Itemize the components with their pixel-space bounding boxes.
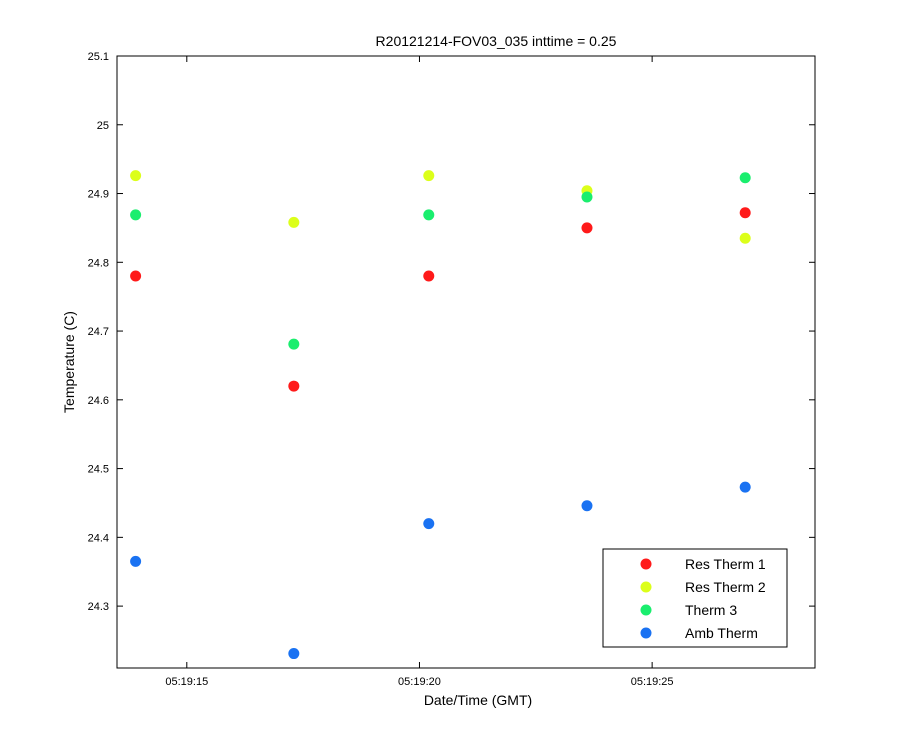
legend-marker [640, 627, 652, 639]
data-point-series-3 [581, 191, 593, 203]
legend-marker [640, 604, 652, 616]
data-point-series-2 [288, 216, 300, 228]
legend-label: Amb Therm [685, 625, 758, 641]
y-tick-label: 24.8 [88, 257, 109, 269]
data-points [130, 170, 751, 660]
y-tick-label: 24.4 [88, 532, 109, 544]
y-tick-label: 24.6 [88, 395, 109, 407]
x-axis-ticks: 05:19:15 05:19:20 05:19:25 [165, 56, 674, 688]
data-point-series-4 [288, 648, 300, 660]
data-point-series-1 [423, 270, 435, 282]
data-point-series-2 [130, 170, 142, 182]
legend-label: Res Therm 1 [685, 556, 766, 572]
legend-box [602, 548, 788, 648]
x-tick-label: 05:19:15 [165, 676, 208, 688]
y-tick-label: 25.1 [88, 51, 109, 63]
y-axis-ticks: 24.3 24.4 24.5 24.6 24.7 24.8 24.9 25 25.1 [88, 51, 815, 613]
legend-label: Therm 3 [685, 602, 737, 618]
data-point-series-1 [130, 270, 142, 282]
y-tick-label: 25 [97, 120, 109, 132]
data-point-series-4 [581, 500, 593, 512]
data-point-series-3 [423, 209, 435, 221]
data-point-series-4 [423, 518, 435, 530]
legend-marker [640, 581, 652, 593]
x-axis-label: Date/Time (GMT) [424, 692, 532, 708]
data-point-series-3 [288, 338, 300, 350]
data-point-series-3 [739, 172, 751, 184]
data-point-series-3 [130, 209, 142, 221]
legend-marker [640, 558, 652, 570]
legend-label: Res Therm 2 [685, 579, 766, 595]
y-tick-label: 24.3 [88, 601, 109, 613]
data-point-series-1 [581, 222, 593, 234]
y-tick-label: 24.5 [88, 464, 109, 476]
data-point-series-1 [288, 380, 300, 392]
y-tick-label: 24.9 [88, 189, 109, 201]
data-point-series-1 [739, 207, 751, 219]
data-point-series-2 [423, 170, 435, 182]
x-tick-label: 05:19:25 [631, 676, 674, 688]
legend: Res Therm 1 Res Therm 2 Therm 3 Amb Therm [602, 548, 788, 648]
y-tick-label: 24.7 [88, 326, 109, 338]
data-point-series-4 [130, 555, 142, 567]
data-point-series-4 [739, 481, 751, 493]
y-axis-label: Temperature (C) [61, 311, 77, 413]
chart-title: R20121214-FOV03_035 inttime = 0.25 [376, 33, 617, 49]
data-point-series-2 [739, 232, 751, 244]
x-tick-label: 05:19:20 [398, 676, 441, 688]
